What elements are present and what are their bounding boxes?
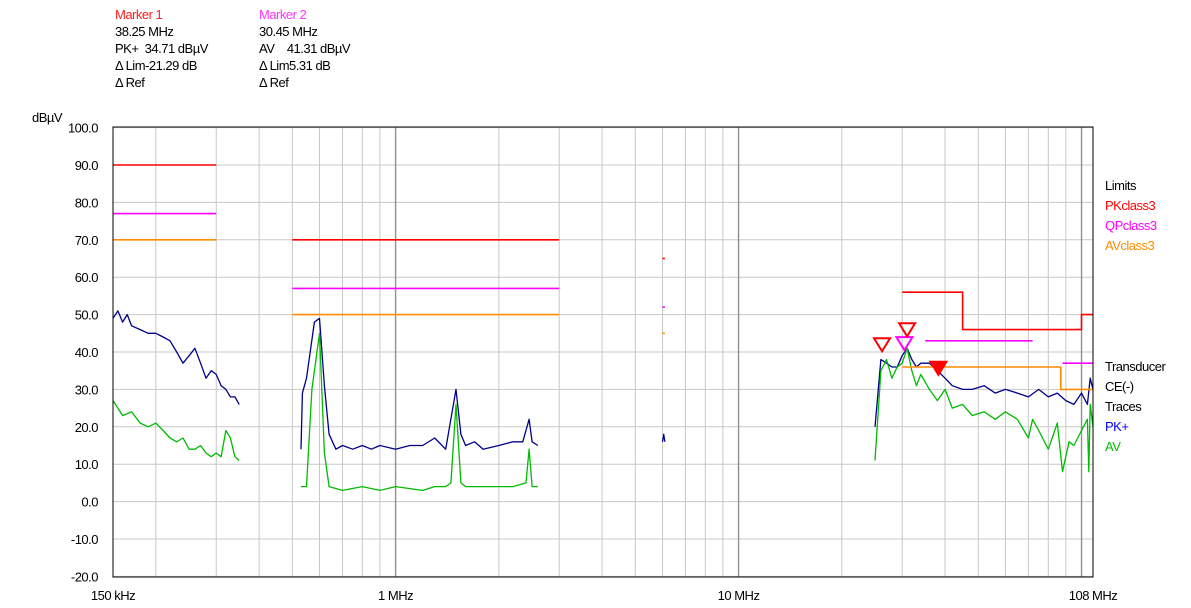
y-tick-label: 40.0: [75, 345, 99, 360]
transducer-heading: Transducer: [1105, 359, 1166, 374]
marker-outline-triangle: [897, 322, 917, 339]
x-tick-label: 108 MHz: [1069, 588, 1118, 603]
marker-outline-triangle: [872, 337, 892, 354]
limits-legend: Limits PKclass3 QPclass3 AVclass3: [1105, 176, 1157, 256]
marker-1-delta-ref: Δ Ref: [115, 75, 145, 90]
marker-1-reading: PK+ 34.71 dBµV: [115, 41, 208, 56]
legend-av: AV: [1105, 439, 1121, 454]
marker-2-freq: 30.45 MHz: [259, 24, 318, 39]
series-av: [301, 332, 538, 492]
legend-qpclass3: QPclass3: [1105, 218, 1157, 233]
plot-frame: [112, 126, 1094, 578]
series-av: [874, 347, 1094, 473]
x-tick-label: 1 MHz: [378, 588, 413, 603]
y-tick-label: 0.0: [81, 495, 98, 510]
marker-2-delta-lim: Δ Lim5.31 dB: [259, 58, 331, 73]
legend-pk-plus: PK+: [1105, 419, 1129, 434]
y-tick-label: -20.0: [71, 569, 98, 584]
marker-1-freq: 38.25 MHz: [115, 24, 174, 39]
limits-heading: Limits: [1105, 178, 1136, 193]
y-tick-label: 100.0: [68, 121, 98, 136]
series-avclass3: [902, 366, 1093, 391]
traces-heading: Traces: [1105, 399, 1142, 414]
transducer-value: CE(-): [1105, 379, 1134, 394]
x-tick-label: 150 kHz: [91, 588, 135, 603]
legend-pkclass3: PKclass3: [1105, 198, 1156, 213]
marker-1-delta-lim: Δ Lim-21.29 dB: [115, 58, 197, 73]
marker-2-title: Marker 2: [259, 7, 307, 22]
marker-1-info: Marker 1 38.25 MHz PK+ 34.71 dBµV Δ Lim-…: [115, 6, 208, 91]
y-tick-label: 30.0: [75, 382, 99, 397]
y-tick-label: 60.0: [75, 270, 99, 285]
marker-1-title: Marker 1: [115, 7, 163, 22]
series-pk-: [112, 310, 240, 405]
y-tick-label: 20.0: [75, 420, 99, 435]
marker-m1-triangle: [928, 360, 949, 377]
series-pk-: [661, 433, 666, 442]
traces-legend: Transducer CE(-) Traces PK+ AV: [1105, 357, 1166, 457]
series-pk-: [874, 347, 1094, 427]
y-tick-label: 10.0: [75, 457, 99, 472]
marker-m2-triangle: [894, 336, 915, 353]
series-pk-: [300, 317, 539, 450]
y-tick-label: 90.0: [75, 158, 99, 173]
marker-2-reading: AV 41.31 dBµV: [259, 41, 351, 56]
y-axis-unit: dBµV: [32, 110, 63, 125]
series-av: [112, 400, 240, 461]
legend-avclass3: AVclass3: [1105, 238, 1155, 253]
y-tick-label: -10.0: [71, 532, 98, 547]
marker-2-delta-ref: Δ Ref: [259, 75, 289, 90]
marker-2-info: Marker 2 30.45 MHz AV 41.31 dBµV Δ Lim5.…: [259, 6, 351, 91]
x-tick-label: 10 MHz: [718, 588, 760, 603]
y-tick-label: 80.0: [75, 195, 99, 210]
series-pkclass3: [902, 291, 1093, 331]
y-tick-label: 70.0: [75, 233, 99, 248]
y-tick-label: 50.0: [75, 308, 99, 323]
